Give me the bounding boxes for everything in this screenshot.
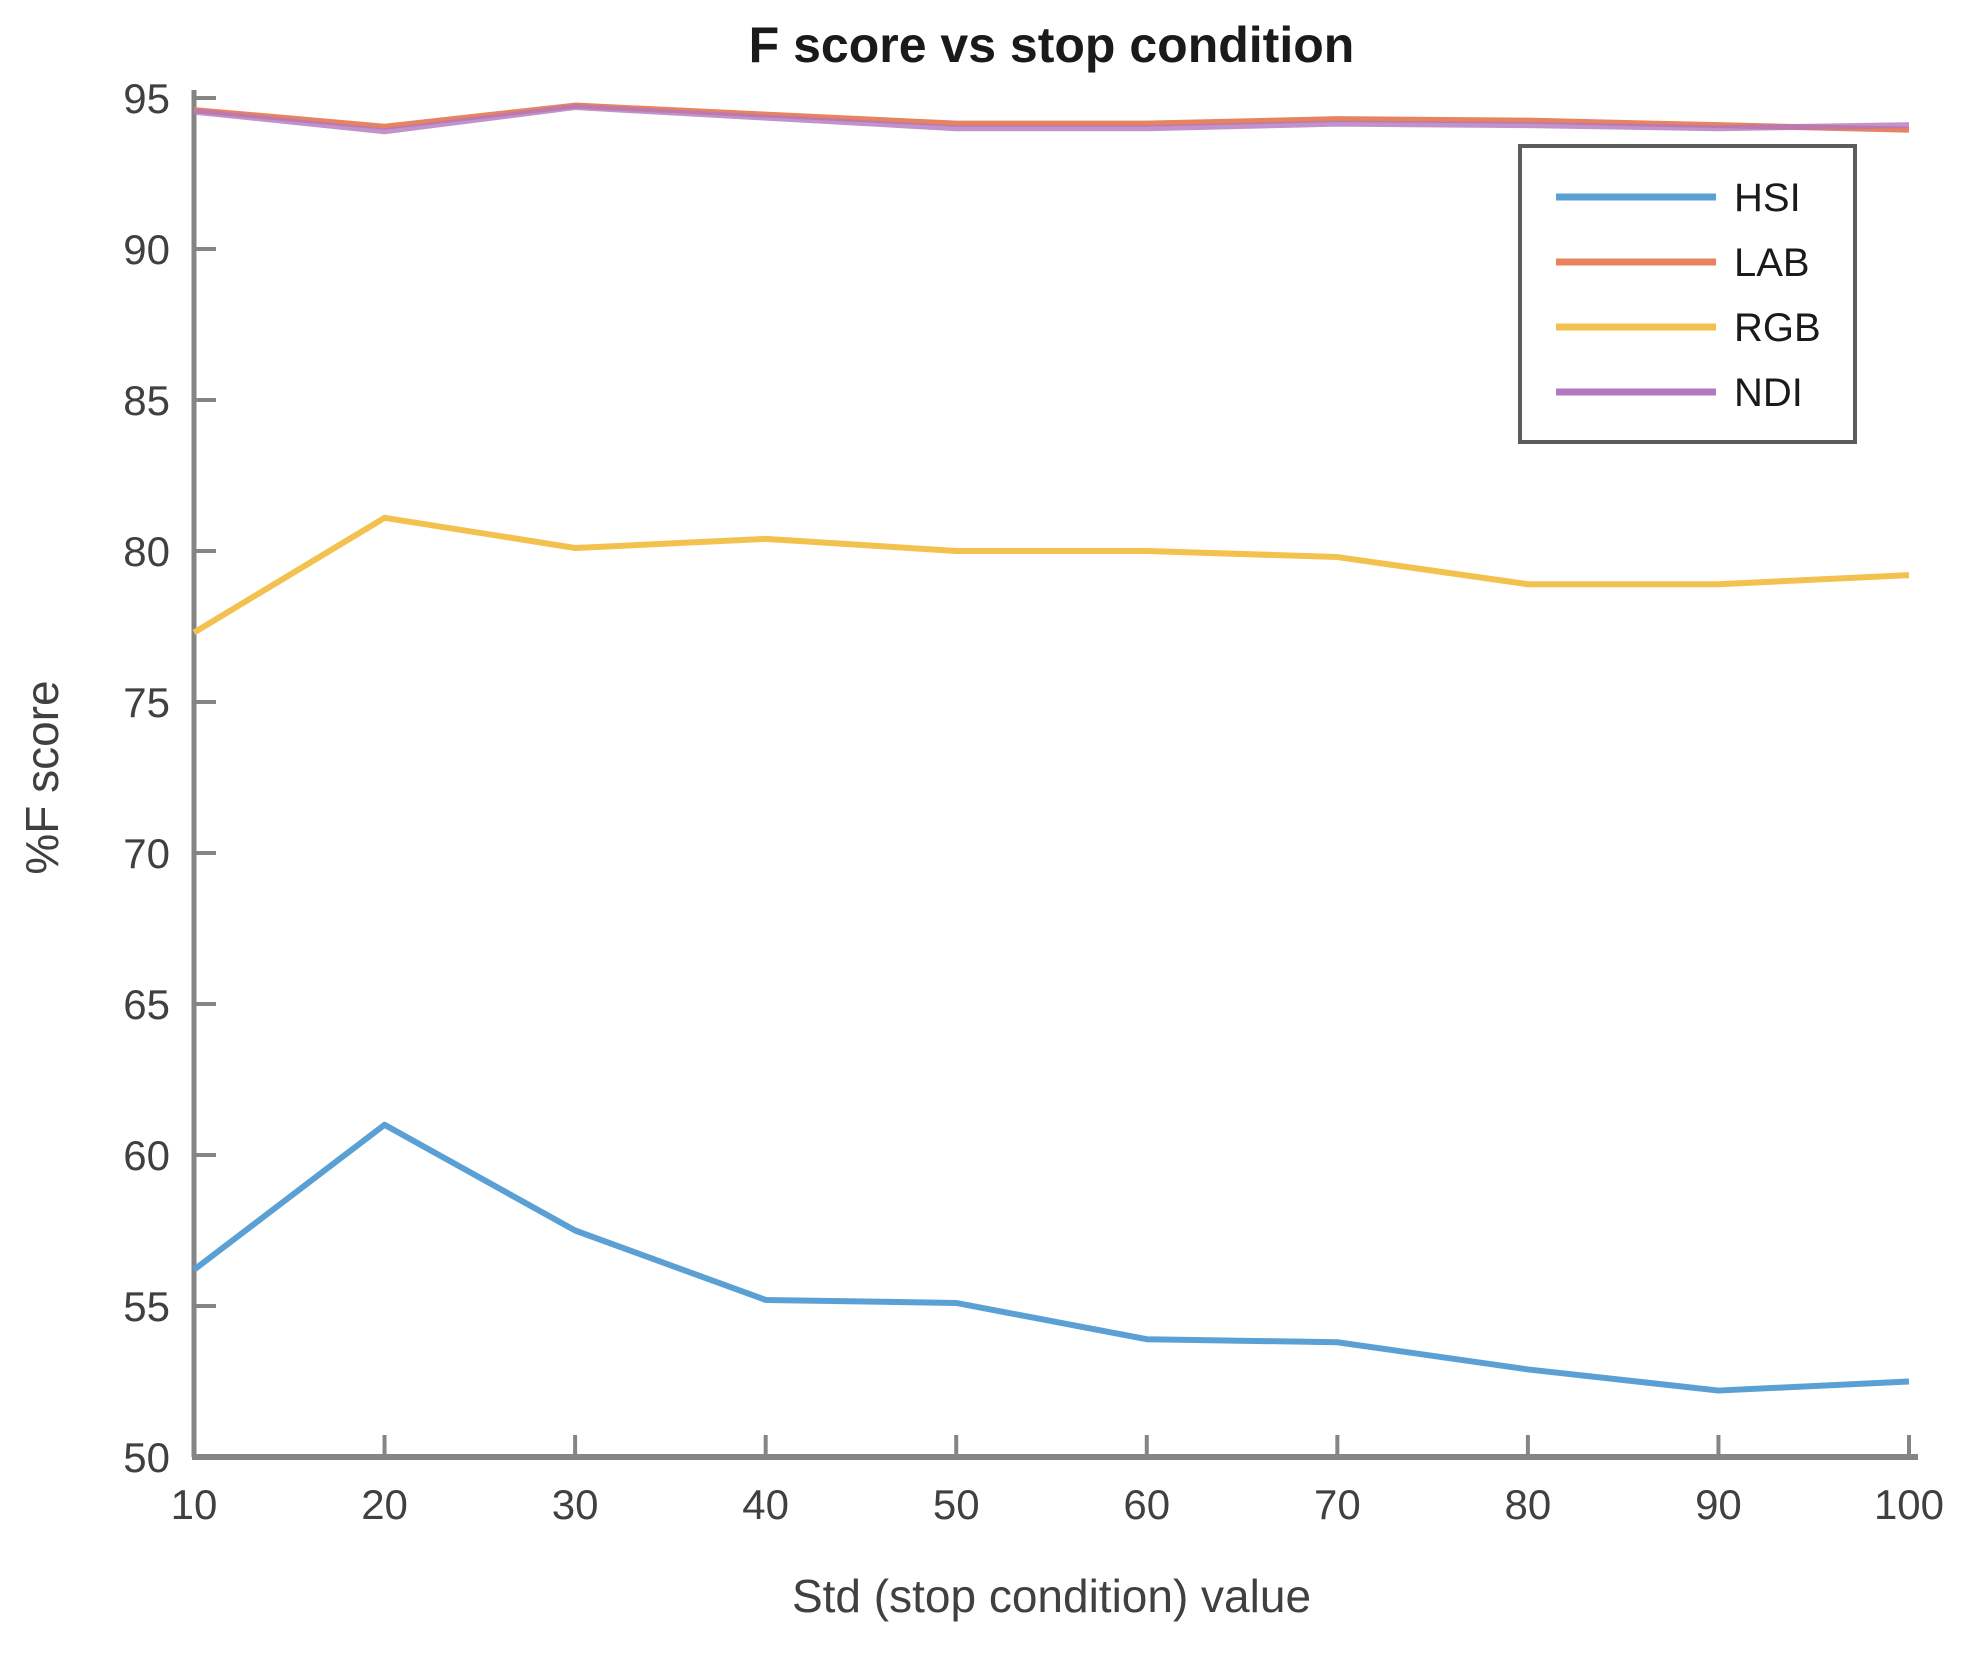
series-line-hsi [192, 1121, 1910, 1394]
y-tick-label: 85 [123, 377, 170, 424]
y-tick-label: 70 [123, 830, 170, 877]
y-tick-label: 90 [123, 226, 170, 273]
series-line-rgb [192, 514, 1910, 636]
legend-label-lab: LAB [1734, 241, 1810, 285]
series-line-ndi [193, 104, 1910, 135]
x-tick-label: 60 [1123, 1481, 1170, 1528]
y-axis-label: %F score [16, 680, 68, 874]
y-tick-label: 75 [123, 679, 170, 726]
legend-label-rgb: RGB [1734, 306, 1821, 350]
x-tick-label: 90 [1695, 1481, 1742, 1528]
y-tick-label: 65 [123, 981, 170, 1028]
y-tick-label: 50 [123, 1434, 170, 1481]
legend-label-ndi: NDI [1734, 371, 1803, 415]
y-tick-label: 55 [123, 1283, 170, 1330]
x-tick-label: 50 [933, 1481, 980, 1528]
x-tick-label: 20 [361, 1481, 408, 1528]
y-tick-label: 80 [123, 528, 170, 575]
x-axis-label: Std (stop condition) value [792, 1570, 1311, 1622]
x-tick-label: 30 [552, 1481, 599, 1528]
y-tick-label: 95 [123, 75, 170, 122]
legend-label-hsi: HSI [1734, 176, 1801, 220]
x-tick-label: 40 [742, 1481, 789, 1528]
x-tick-label: 10 [171, 1481, 218, 1528]
x-tick-label: 80 [1505, 1481, 1552, 1528]
legend-box [1518, 144, 1857, 444]
chart-title: F score vs stop condition [749, 17, 1355, 73]
y-tick-label: 60 [123, 1132, 170, 1179]
x-tick-label: 100 [1874, 1481, 1944, 1528]
x-tick-label: 70 [1314, 1481, 1361, 1528]
